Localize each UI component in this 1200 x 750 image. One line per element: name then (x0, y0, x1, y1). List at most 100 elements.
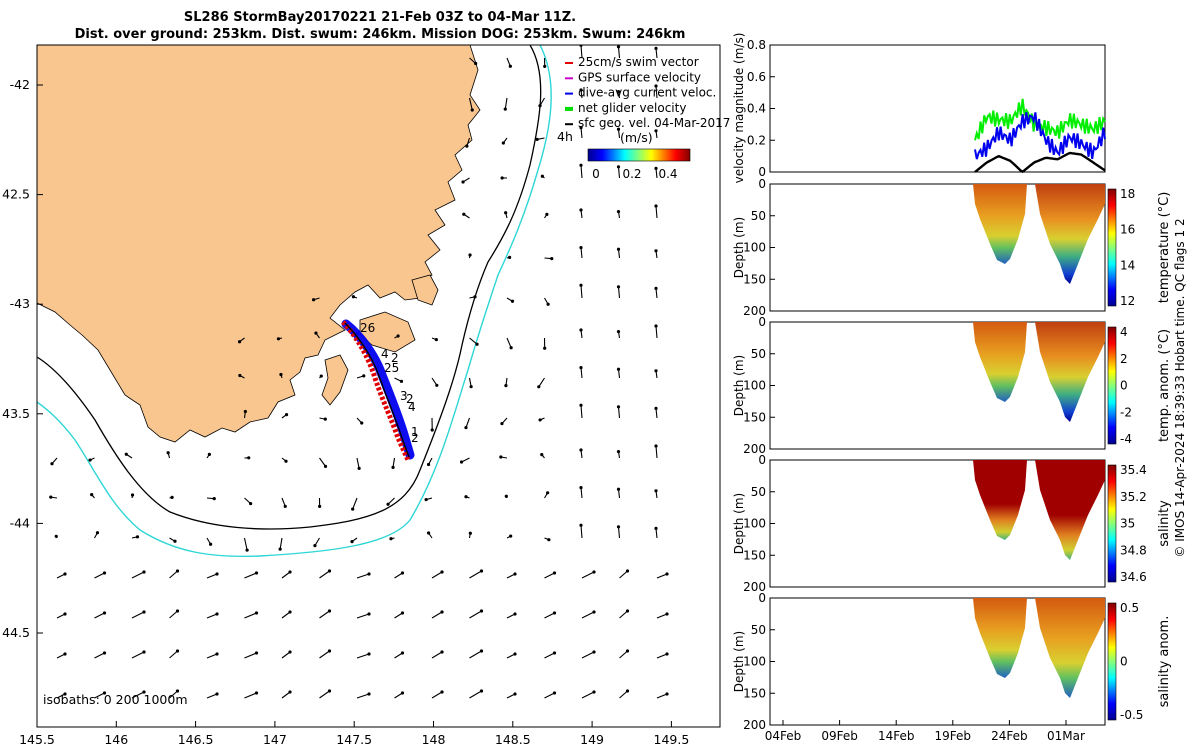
section-colorbar-tick: 0.5 (1120, 601, 1139, 615)
velocity-vector-head (513, 612, 517, 616)
velocity-vector (580, 127, 583, 139)
velocity-vector-head (479, 569, 484, 573)
title-line-1: SL286 StormBay20170221 21-Feb 03Z to 04-… (183, 10, 577, 25)
legend-entry: GPS surface velocity (578, 70, 701, 84)
velocity-vector-head (124, 452, 128, 456)
velocity-vector-head (579, 366, 583, 370)
velocity-vector (244, 612, 257, 619)
velocity-vector-head (665, 612, 669, 616)
velocity-vector (465, 417, 471, 428)
section-y-tick-label: 200 (743, 304, 766, 318)
velocity-vector (656, 613, 668, 619)
velocity-vector-head (357, 466, 361, 470)
section-panel: 0 50 100 150 200 Depth (m) 35.4 35.2 35 34.8 34.6 s… (732, 453, 1172, 594)
velocity-vector-head (254, 651, 259, 655)
velocity-vector-head (469, 385, 473, 389)
velocity-vector-head (665, 572, 669, 576)
velocity-vector (655, 408, 658, 419)
velocity-vector-head (654, 286, 658, 290)
velocity-vector-head (504, 211, 508, 215)
velocity-vector-head (464, 495, 468, 499)
velocity-vector (617, 46, 621, 59)
section-ylabel: Depth (m) (732, 355, 746, 416)
section-y-tick-label: 50 (751, 209, 766, 223)
velocity-vector (617, 526, 621, 539)
velocity-vector (617, 406, 621, 419)
velocity-vector (206, 653, 218, 659)
velocity-vector-head (579, 208, 583, 212)
track-label: 2 (406, 392, 414, 406)
velocity-vector-head (142, 650, 146, 654)
velocity-vector-head (616, 247, 621, 251)
section-colorbar (1107, 326, 1117, 445)
velocity-vector-head (500, 421, 504, 426)
velocity-vector-head (95, 531, 100, 535)
section-colorbar-tick: 18 (1120, 187, 1135, 201)
velocity-vector-head (592, 690, 596, 694)
velocity-vector-head (135, 535, 140, 539)
velocity-vector (319, 457, 326, 467)
section-colorbar (1107, 602, 1117, 721)
velocity-vector-head (552, 651, 557, 655)
velocity-vector-head (579, 88, 583, 92)
velocity-vector-head (142, 570, 146, 574)
map-x-tick-label: 146 (104, 732, 128, 747)
velocity-vector (319, 650, 330, 659)
velocity-vector-head (654, 249, 658, 253)
section-patch-1 (973, 322, 1027, 402)
map-y-axis: -42 42.5 -43 43.5 -44 44.5 (2, 77, 43, 640)
velocity-vector-head (351, 507, 355, 511)
velocity-vector-head (625, 609, 630, 613)
velocity-vector-head (215, 692, 219, 696)
velocity-vector-head (49, 495, 53, 499)
velocity-vector (581, 571, 595, 579)
velocity-vector-head (215, 572, 219, 576)
velocity-vector-head (540, 452, 544, 457)
velocity-vector-head (327, 649, 332, 653)
colorbar-tick: 0 (592, 167, 600, 181)
velocity-vector (468, 97, 473, 111)
speed-colorbar-ticks: 0 0.2 0.4 (592, 167, 677, 181)
section-colorbar-tick: 2 (1120, 352, 1128, 366)
velocity-vector-head (479, 689, 484, 693)
velocity-vector-head (391, 465, 395, 469)
velocity-vector-head (546, 302, 550, 306)
section-x-tick-label: 24Feb (991, 729, 1028, 743)
section-colorbar-tick: -4 (1120, 432, 1132, 446)
velocity-vector-head (465, 144, 469, 148)
velocity-vector-head (279, 372, 283, 377)
section-panel: 0 50 100 150 200 Depth (m) 18 16 14 12 temperature… (732, 177, 1172, 318)
velocity-vector-head (254, 571, 259, 575)
map-y-tick-label: 42.5 (2, 187, 30, 202)
section-colorbar (1107, 188, 1117, 307)
velocity-vector (431, 651, 443, 659)
map-x-tick-label: 149 (580, 732, 604, 747)
velocity-vector-head (654, 406, 658, 410)
velocity-vector-head (63, 572, 67, 576)
map-x-tick-label: 148.5 (495, 732, 531, 747)
velocity-vector (356, 693, 370, 699)
velocity-vector (544, 612, 555, 619)
velocity-vector-head (102, 691, 107, 695)
velocity-vector-head (654, 204, 658, 208)
section-y-tick-label: 0 (758, 453, 766, 467)
velocity-vector-head (552, 691, 557, 695)
velocity-vector (656, 653, 668, 659)
velocity-vector (506, 337, 512, 348)
velocity-vector-head (579, 126, 583, 130)
section-colorbar (1107, 464, 1117, 583)
map-x-tick-label: 147.5 (336, 732, 372, 747)
section-colorbar-tick: -0.5 (1120, 708, 1143, 722)
velocity-y-tick-label: 0.4 (747, 102, 766, 116)
velocity-vector-head (400, 611, 405, 615)
section-y-tick-label: 150 (743, 272, 766, 286)
velocity-vector-head (616, 330, 621, 334)
velocity-vector-head (535, 137, 539, 142)
section-x-tick-label: 01Mar (1047, 729, 1085, 743)
velocity-vector (279, 537, 283, 550)
velocity-vector-head (625, 569, 630, 573)
velocity-vector-head (470, 108, 474, 112)
velocity-vector-head (367, 692, 371, 696)
velocity-vector-head (616, 450, 621, 454)
